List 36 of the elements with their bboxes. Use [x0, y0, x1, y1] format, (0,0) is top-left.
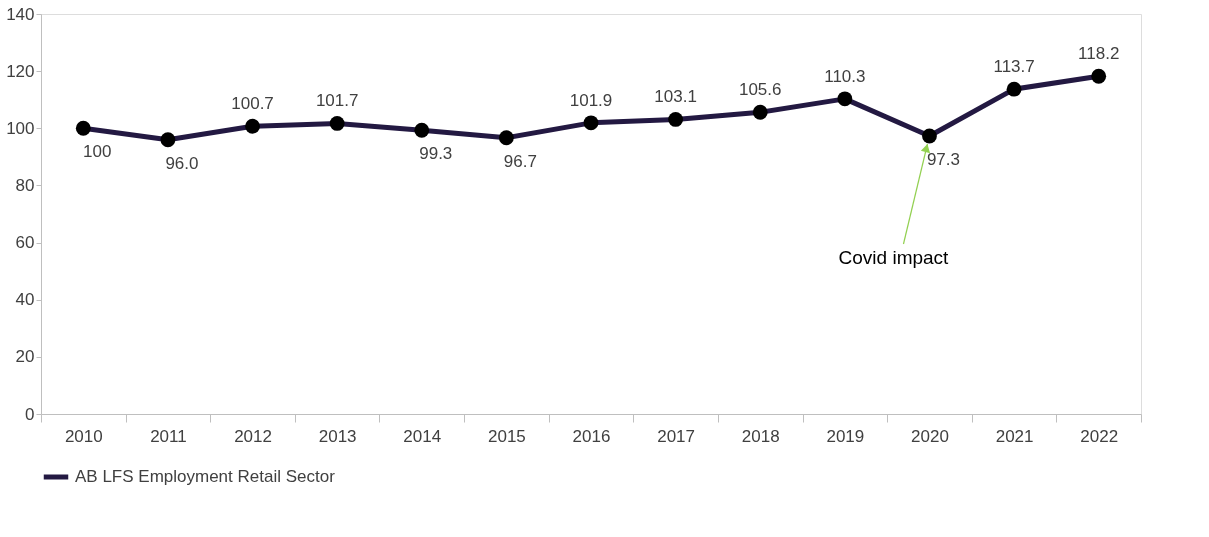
data-label: 96.0 — [165, 153, 199, 173]
x-tick-label: 2017 — [657, 426, 696, 446]
x-tick-label: 2019 — [826, 426, 865, 446]
data-label: 118.2 — [1078, 44, 1120, 64]
data-label: 105.6 — [738, 80, 782, 100]
data-label: 103.1 — [654, 87, 697, 107]
y-tick-label: 60 — [15, 233, 35, 253]
data-label: 110.3 — [824, 66, 866, 86]
data-label: 97.3 — [926, 150, 961, 169]
data-label: 96.7 — [503, 151, 537, 171]
annotation: Covid impact — [838, 247, 950, 268]
x-tick-label: 2010 — [64, 426, 103, 446]
data-label: 99.3 — [419, 144, 453, 164]
x-tick-label: 2016 — [572, 426, 611, 446]
data-label: 100.7 — [231, 94, 274, 114]
x-tick-label: 2020 — [911, 426, 949, 446]
x-tick-label: 2022 — [1080, 426, 1119, 446]
x-tick-label: 2015 — [487, 426, 526, 446]
y-tick-label: 20 — [15, 347, 35, 367]
y-tick-label: 0 — [25, 404, 35, 424]
x-tick-label: 2018 — [741, 426, 780, 446]
data-label: 100 — [83, 142, 112, 162]
data-label: 101.9 — [569, 90, 613, 110]
x-tick-label: 2011 — [150, 426, 187, 446]
legend-label: AB LFS Employment Retail Sector — [75, 467, 336, 486]
data-label: 113.7 — [993, 57, 1035, 77]
x-tick-label: 2013 — [318, 426, 357, 446]
x-tick-label: 2014 — [403, 426, 442, 446]
y-tick-label: 120 — [6, 61, 35, 81]
y-tick-label: 80 — [15, 175, 35, 195]
x-tick-label: 2021 — [995, 426, 1034, 446]
x-tick-label: 2012 — [234, 426, 272, 446]
y-tick-label: 140 — [6, 4, 35, 24]
data-label: 101.7 — [315, 91, 359, 111]
y-tick-label: 100 — [6, 118, 35, 138]
y-tick-label: 40 — [15, 290, 35, 310]
